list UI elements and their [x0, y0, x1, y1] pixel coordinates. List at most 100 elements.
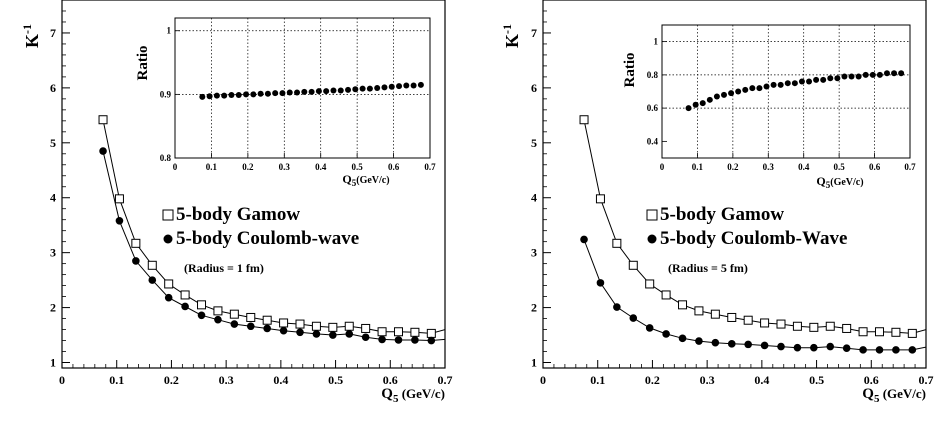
data-point-circle — [810, 343, 818, 352]
inset-data-point — [869, 71, 876, 78]
data-point-square — [743, 315, 753, 325]
y-tick-label: 7 — [531, 26, 537, 40]
inset-data-point — [713, 93, 720, 100]
data-point-square — [628, 260, 638, 270]
data-point-square — [595, 194, 605, 204]
data-point-square — [426, 328, 436, 338]
inset-data-point — [206, 93, 213, 100]
data-point-circle — [596, 279, 605, 287]
inset-x-tick-label: 0.6 — [388, 162, 400, 172]
inset-data-point — [728, 90, 735, 97]
data-point-square — [776, 319, 786, 329]
data-point-circle — [842, 344, 851, 353]
plot-frame — [61, 0, 446, 369]
data-point-circle — [246, 322, 255, 331]
data-point-circle — [361, 333, 370, 342]
inset-y-tick-label: 0.4 — [647, 136, 659, 146]
data-point-square — [344, 321, 354, 331]
inset-data-point — [749, 85, 756, 92]
data-point-square — [328, 322, 338, 332]
data-point-square — [792, 321, 802, 331]
inset-data-point — [308, 88, 315, 95]
inset-data-point — [352, 86, 359, 93]
data-point-circle — [875, 346, 884, 354]
data-point-circle — [197, 311, 206, 320]
x-tick-label: 0.2 — [645, 373, 660, 387]
data-point-square — [907, 328, 917, 338]
inset-data-point — [374, 85, 381, 91]
data-point-circle — [378, 335, 386, 344]
data-point-square — [229, 309, 239, 319]
inset-data-point — [257, 90, 264, 97]
data-point-circle — [394, 336, 403, 344]
data-point-square — [842, 323, 852, 333]
inset-x-tick-label: 0.7 — [904, 162, 916, 172]
inset-data-point — [862, 71, 869, 78]
data-point-circle — [263, 324, 271, 333]
inset-data-point — [770, 81, 777, 88]
x-tick-label: 0 — [540, 373, 546, 387]
legend-label: 5-body Coulomb-Wave — [660, 228, 847, 249]
data-point-circle — [312, 330, 321, 338]
inset-data-point — [323, 88, 330, 95]
inset-data-point — [806, 78, 813, 85]
inset-data-point — [213, 92, 220, 99]
inset-data-point — [841, 73, 848, 80]
radius-annotation: (Radius = 1 fm) — [184, 261, 264, 275]
data-point-square — [295, 319, 305, 329]
inset-x-tick-label: 0.1 — [206, 162, 218, 172]
y-tick-label: 5 — [50, 136, 56, 150]
data-point-circle — [296, 328, 304, 337]
legend-label: 5-body Gamow — [660, 204, 784, 225]
x-tick-label: 0.5 — [809, 373, 824, 387]
legend-label: 5-body Gamow — [176, 204, 300, 225]
inset-data-point — [272, 90, 279, 97]
data-point-square — [311, 321, 321, 331]
radius-annotation: (Radius = 5 fm) — [668, 261, 748, 275]
x-tick-label: 0.3 — [700, 373, 715, 387]
data-point-square — [98, 115, 108, 125]
inset-data-point — [891, 70, 898, 77]
inset-data-point — [898, 70, 905, 77]
y-axis-label: K-1 — [20, 24, 42, 48]
inset-data-point — [243, 91, 250, 98]
inset-data-point — [359, 85, 366, 92]
data-point-square — [858, 327, 868, 337]
legend-marker-circle — [647, 234, 657, 244]
data-point-circle — [181, 302, 189, 311]
inset-x-tick-label: 0.3 — [763, 162, 775, 172]
inset-x-tick-label: 0 — [173, 162, 178, 172]
inset-data-point — [756, 85, 763, 92]
x-tick-label: 0.4 — [273, 373, 288, 387]
data-point-square — [661, 290, 671, 300]
inset-data-point — [876, 71, 883, 78]
data-point-circle — [695, 337, 703, 345]
inset-x-tick-label: 0.4 — [315, 162, 327, 172]
inset-data-point — [813, 76, 820, 83]
data-point-square — [410, 327, 420, 337]
x-tick-label: 0.6 — [864, 373, 879, 387]
series-line — [102, 150, 445, 342]
x-tick-label: 0.7 — [919, 373, 934, 387]
data-point-circle — [214, 315, 222, 324]
data-point-circle — [826, 342, 835, 351]
inset-y-axis-label: Ratio — [135, 46, 151, 81]
series-line — [583, 239, 926, 351]
inset-x-tick-label: 0.5 — [352, 162, 364, 172]
data-point-circle — [427, 336, 436, 345]
data-point-square — [246, 312, 256, 322]
inset-data-point — [721, 91, 727, 98]
inset-y-tick-label: 0.8 — [160, 153, 172, 163]
data-point-circle — [662, 330, 670, 338]
data-point-circle — [908, 346, 917, 354]
y-tick-label: 6 — [50, 81, 56, 95]
legend-label: 5-body Coulomb-wave — [176, 228, 359, 249]
data-point-square — [825, 321, 835, 331]
inset-x-tick-label: 0.7 — [424, 162, 436, 172]
series-line — [102, 119, 445, 334]
x-tick-label: 0.5 — [328, 373, 343, 387]
x-tick-label: 0.3 — [219, 373, 234, 387]
data-point-square — [874, 327, 884, 337]
inset-data-point — [330, 87, 337, 94]
inset-data-point — [381, 84, 388, 91]
